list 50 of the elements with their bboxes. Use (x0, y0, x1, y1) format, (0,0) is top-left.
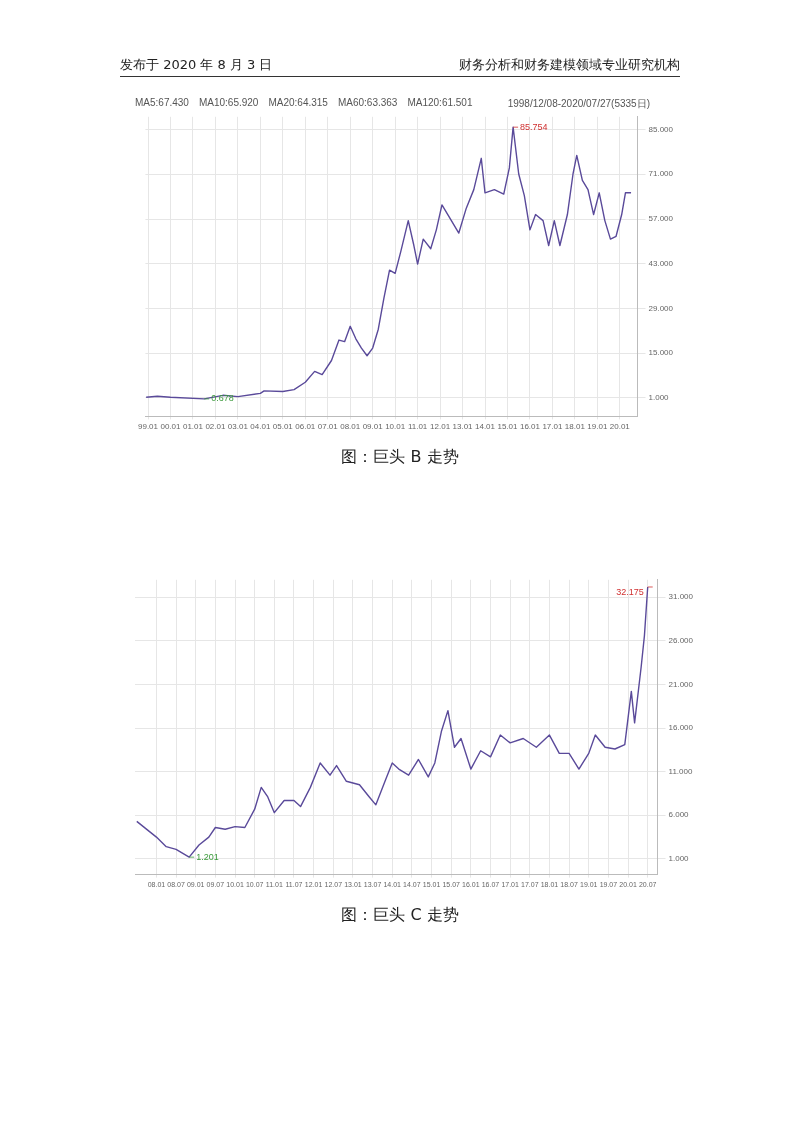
y-tick-label: 26.000 (668, 636, 694, 646)
text: 发布于 2020 年 8 月 3 日 (120, 56, 273, 74)
x-tick-label: 01.01 (182, 422, 204, 432)
x-tick-label: 13.01 (452, 422, 474, 432)
text: MA10:65.920 (198, 97, 259, 110)
x-tick-label: 20.01 (609, 422, 631, 432)
text: 财务分析和财务建模领域专业研究机构 (459, 56, 680, 74)
x-tick-label: 11.01 (407, 422, 428, 432)
x-tick-label: 07.01 (317, 422, 339, 432)
y-tick-label: 1.000 (668, 854, 690, 864)
y-tick-label: 6.000 (668, 810, 690, 820)
y-tick-label: 29.000 (648, 303, 674, 313)
text: MA20:64.315 (268, 97, 328, 110)
x-tick-label: 17.01 (542, 422, 563, 432)
x-tick-label: 02.01 (205, 422, 226, 432)
y-tick-label: 21.000 (668, 679, 694, 689)
text: MA120:61.501 (407, 97, 473, 110)
x-tick-label: 14.01 (475, 422, 496, 432)
y-tick-label: 57.000 (648, 214, 674, 224)
x-tick-label: 00.01 (160, 422, 182, 432)
text: MA60:63.363 (337, 97, 398, 110)
y-tick-label: 11.000 (668, 766, 693, 776)
text: 图：巨头 B 走势 (340, 447, 460, 468)
y-tick-label: 15.000 (648, 348, 674, 358)
x-tick-label: 16.01 (519, 422, 541, 432)
x-tick-label: 05.01 (272, 422, 294, 432)
text: 1998/12/08-2020/07/27(5335日) (507, 97, 650, 110)
text: 图：巨头 C 走势 (340, 905, 460, 926)
y-tick-label: 16.000 (668, 723, 694, 733)
x-tick-label: 10.01 (385, 422, 406, 432)
x-tick-label: 06.01 (295, 422, 316, 432)
x-tick-label: 04.01 (250, 422, 271, 432)
x-tick-label: 99.01 (137, 422, 159, 432)
x-tick-label: 19.01 (587, 422, 608, 432)
y-tick-label: 71.000 (648, 169, 674, 179)
annotation: 0.678 (211, 393, 234, 404)
x-tick-label: 03.01 (227, 422, 249, 432)
y-tick-label: 31.000 (668, 592, 694, 602)
x-tick-label: 12.01 (430, 422, 451, 432)
x-tick-label: 18.01 (564, 422, 586, 432)
annotation: 85.754 (520, 121, 548, 132)
x-tick-label: 15.01 (497, 422, 519, 432)
annotation: 1.201 (196, 851, 219, 862)
x-tick-label: 08.01 (340, 422, 361, 432)
y-tick-label: 43.000 (648, 258, 674, 268)
y-tick-label: 1.000 (648, 393, 670, 403)
text: MA5:67.430 (135, 97, 189, 110)
y-tick-label: 85.000 (648, 124, 674, 134)
x-tick-label: 09.01 (362, 422, 384, 432)
annotation: 32.175 (616, 587, 644, 598)
